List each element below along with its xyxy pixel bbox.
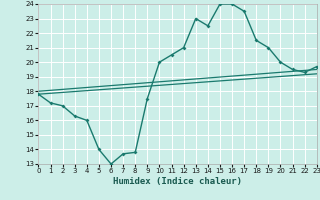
X-axis label: Humidex (Indice chaleur): Humidex (Indice chaleur) bbox=[113, 177, 242, 186]
